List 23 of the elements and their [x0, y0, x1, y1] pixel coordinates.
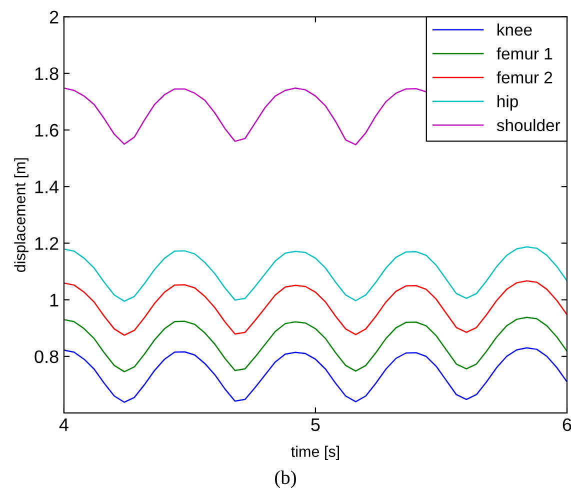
- line-series: [64, 316, 568, 372]
- y-tick-label: 1.4: [35, 180, 59, 194]
- text: (b): [275, 470, 296, 488]
- y-tick-label: 1.6: [35, 124, 58, 137]
- x-tick-label: 6: [562, 418, 571, 432]
- line-series: [64, 87, 427, 146]
- line-series: [64, 280, 568, 336]
- x-tick-label: 5: [311, 418, 320, 432]
- legend-label: shoulder: [496, 118, 560, 132]
- legend-label: hip: [498, 95, 518, 111]
- line-series: [64, 347, 568, 403]
- y-axis-title: displacement [m]: [14, 158, 28, 272]
- legend-label: femur 1: [496, 47, 552, 60]
- y-tick-label: 1.8: [35, 67, 58, 80]
- x-tick-label: 4: [59, 418, 68, 431]
- y-tick-label: 2: [50, 10, 58, 24]
- y-tick-label: 0.8: [34, 350, 58, 364]
- legend-label: femur 2: [496, 71, 552, 84]
- y-tick-label: 1: [50, 294, 58, 306]
- line-series: [64, 246, 568, 302]
- x-axis-title: time [s]: [291, 446, 340, 460]
- legend-label: knee: [498, 23, 532, 36]
- y-tick-label: 1.2: [35, 237, 58, 250]
